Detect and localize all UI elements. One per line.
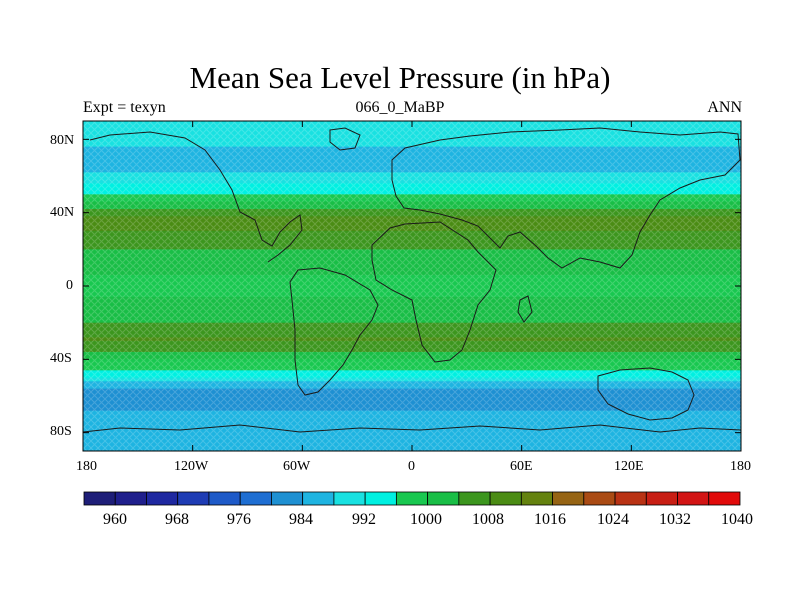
colorbar-swatch: [614, 491, 647, 506]
period-label: 066_0_MaBP: [355, 99, 445, 116]
colorbar-swatch: [395, 491, 429, 506]
x-tick-label: 180: [730, 459, 751, 474]
y-tick-label: 0: [66, 278, 73, 293]
colorbar-label: 976: [227, 511, 251, 528]
colorbar-swatch: [208, 491, 241, 506]
africa-coast: [371, 221, 497, 363]
colorbar-label: 1032: [659, 511, 691, 528]
colorbar-swatch: [83, 491, 116, 506]
experiment-label: Expt = texyn: [83, 99, 166, 116]
eurasia-coast: [391, 127, 741, 269]
colorbar-label: 1008: [472, 511, 504, 528]
x-tick-label: 180: [76, 459, 97, 474]
x-tick-label: 120E: [614, 459, 644, 474]
colorbar-swatch: [364, 491, 397, 506]
colorbar: [83, 491, 741, 506]
colorbar-swatch: [239, 491, 272, 506]
colorbar-swatch: [271, 491, 304, 506]
colorbar-swatch: [146, 491, 179, 506]
x-tick-label: 60W: [283, 459, 311, 474]
colorbar-swatch: [333, 491, 366, 506]
y-tick-label: 40N: [50, 205, 75, 220]
colorbar-label: 992: [352, 511, 376, 528]
texture-overlay: [83, 121, 741, 451]
colorbar-label: 1040: [721, 511, 753, 528]
colorbar-swatch: [583, 491, 616, 506]
colorbar-swatch: [708, 491, 741, 506]
colorbar-swatch: [489, 491, 522, 506]
colorbar-swatch: [427, 491, 460, 506]
colorbar-swatch: [520, 491, 553, 506]
south-america-coast: [289, 267, 379, 396]
greenland-coast: [329, 127, 361, 151]
colorbar-swatch: [552, 491, 585, 506]
y-tick-label: 40S: [50, 351, 72, 366]
colorbar-swatch: [645, 491, 678, 506]
north-america-coast: [89, 131, 303, 263]
antarctica-coast: [83, 424, 741, 433]
axis-ticks: [82, 121, 742, 451]
y-tick-label: 80N: [50, 133, 75, 148]
colorbar-label: 1000: [410, 511, 442, 528]
colorbar-swatch: [302, 491, 335, 506]
island-coast: [517, 295, 533, 323]
colorbar-swatch: [114, 491, 147, 506]
colorbar-label: 1024: [597, 511, 629, 528]
colorbar-swatch: [677, 491, 710, 506]
colorbar-label: 1016: [534, 511, 566, 528]
x-tick-label: 60E: [510, 459, 533, 474]
colorbar-label: 968: [165, 511, 189, 528]
x-tick-label: 120W: [174, 459, 209, 474]
colorbar-swatch: [458, 491, 491, 506]
colorbar-swatch: [177, 491, 210, 506]
australia-coast: [597, 367, 695, 421]
colorbar-label: 960: [103, 511, 127, 528]
chart-title: Mean Sea Level Pressure (in hPa): [189, 60, 611, 95]
coastlines: [83, 127, 741, 433]
season-label: ANN: [707, 99, 742, 116]
y-tick-label: 80S: [50, 424, 72, 439]
colorbar-label: 984: [289, 511, 313, 528]
x-tick-label: 0: [408, 459, 415, 474]
